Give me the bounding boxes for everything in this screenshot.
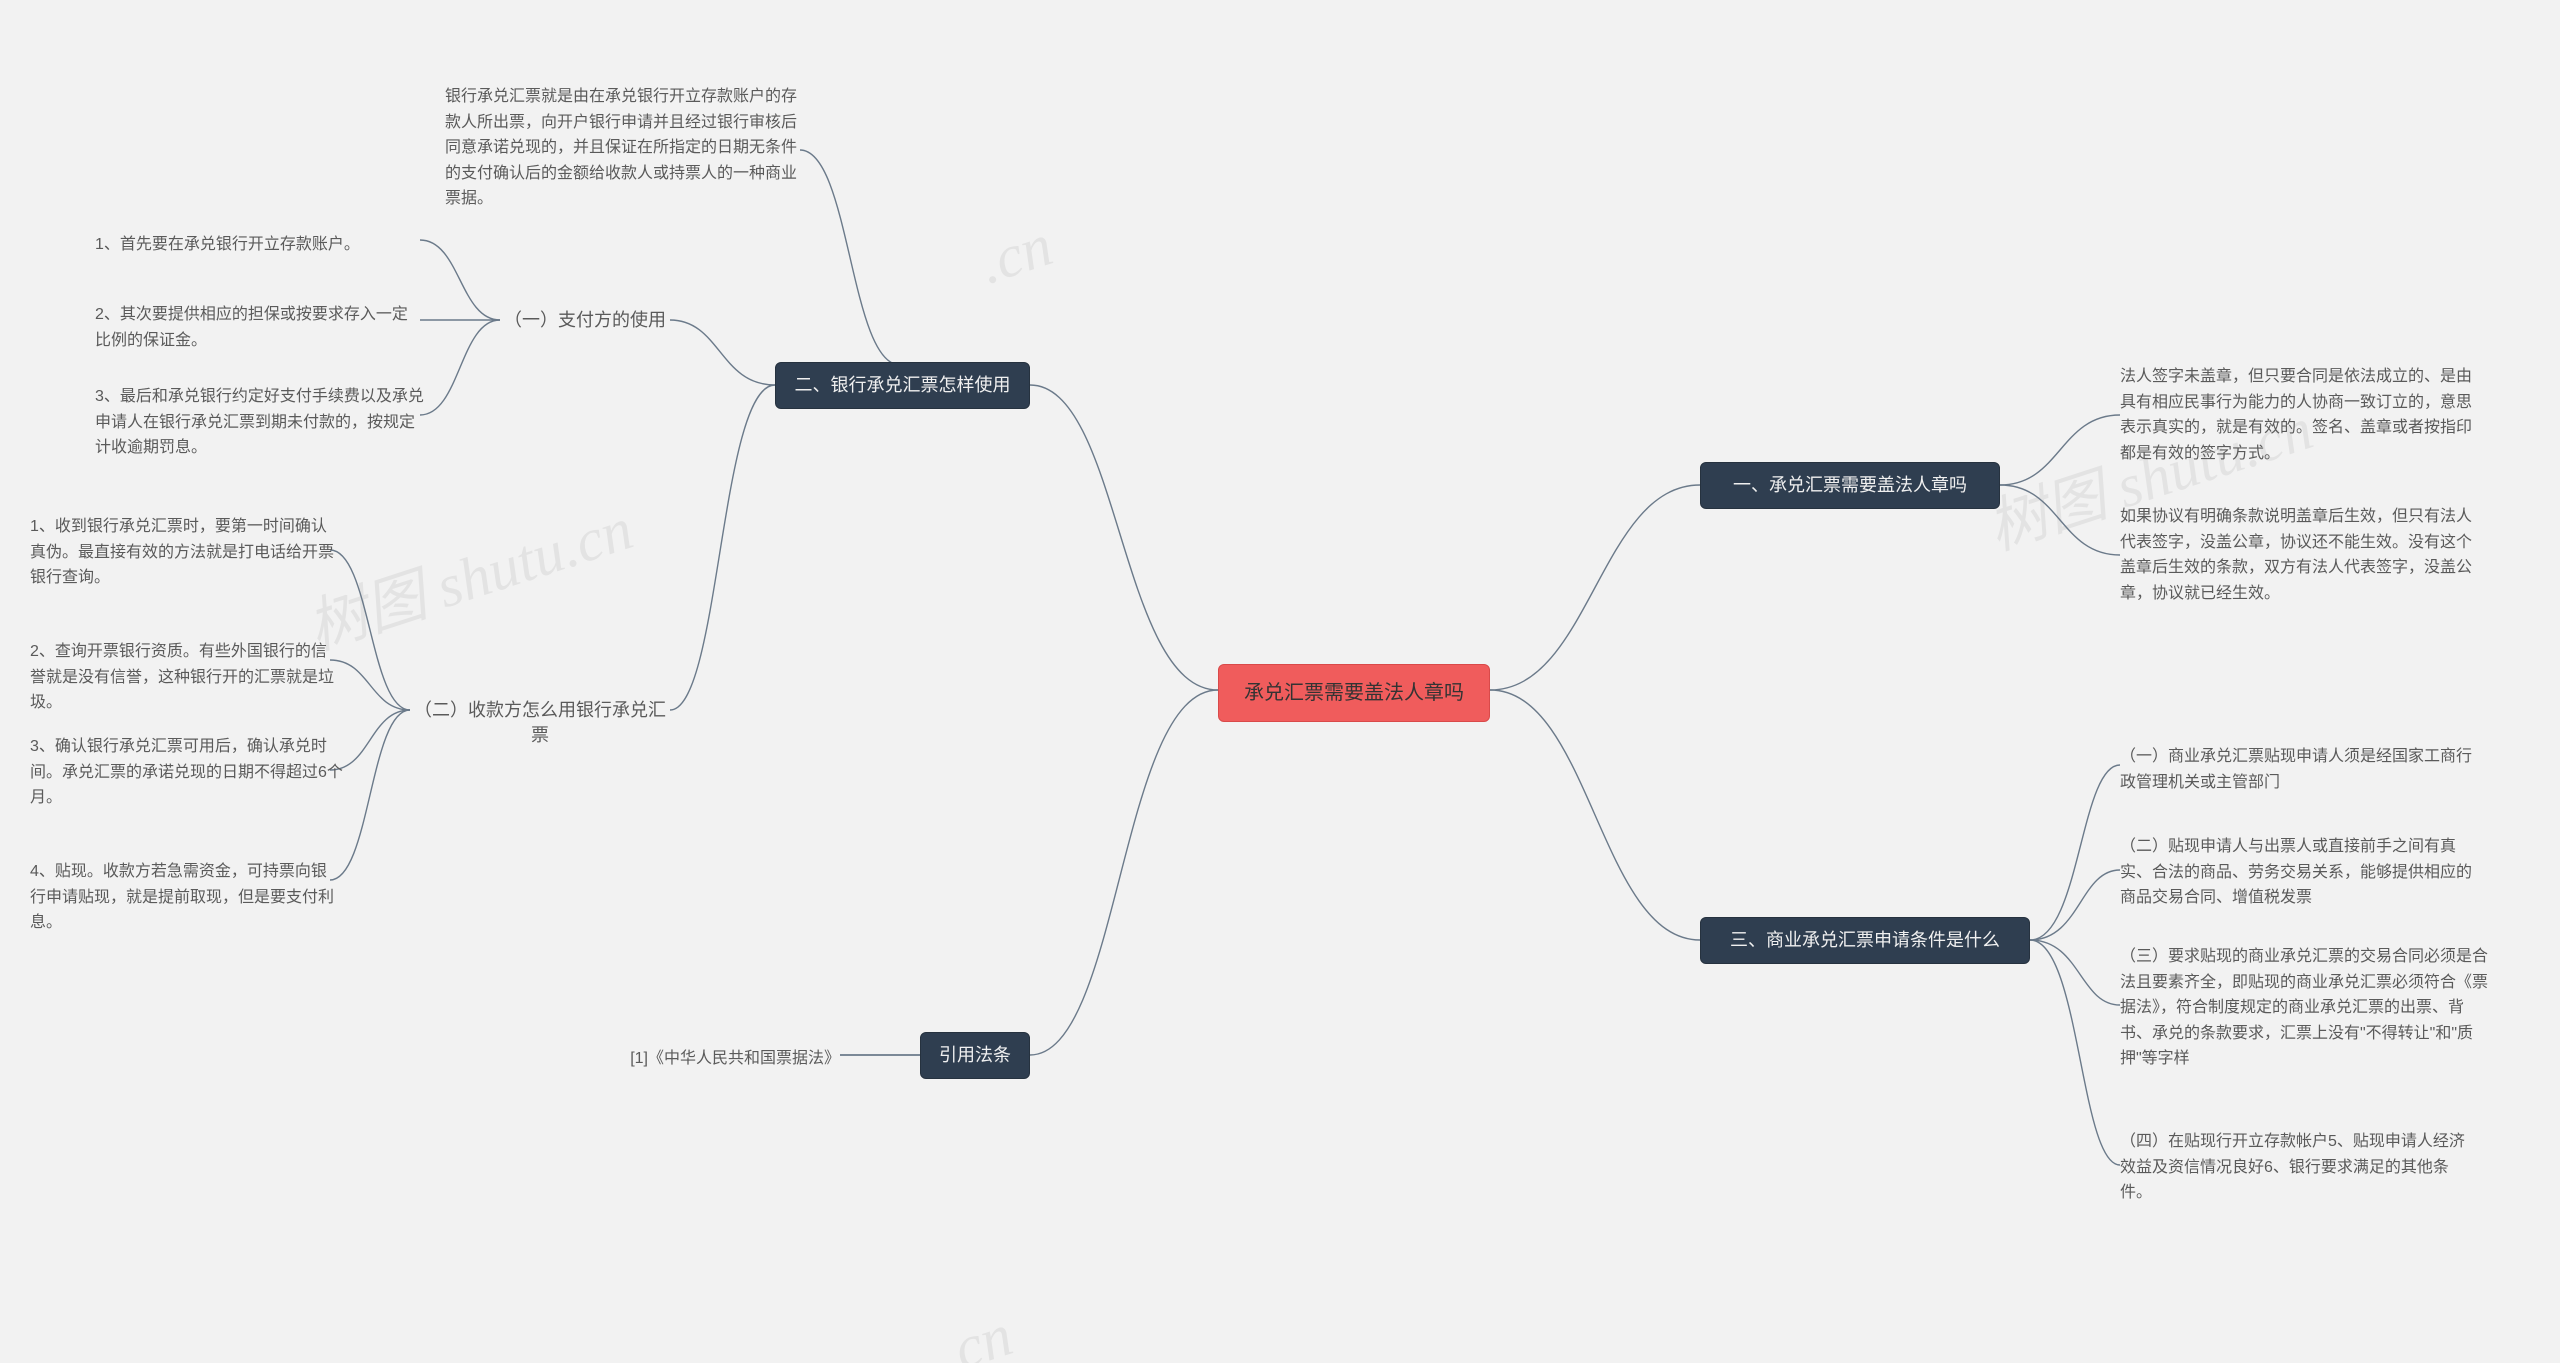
- root-node[interactable]: 承兑汇票需要盖法人章吗: [1218, 664, 1490, 722]
- watermark: .cn: [931, 1301, 1020, 1363]
- leaf-l1s2a: 1、收到银行承兑汇票时，要第一时间确认真伪。最直接有效的方法就是打电话给开票银行…: [30, 510, 340, 595]
- mindmap-canvas: 树图 shutu.cn 树图 shutu.cn .cn .cn: [0, 0, 2560, 1363]
- leaf-l1s1c: 3、最后和承兑银行约定好支付手续费以及承兑申请人在银行承兑汇票到期未付款的，按规…: [95, 380, 430, 465]
- watermark: .cn: [971, 211, 1060, 299]
- leaf-r1b: 如果协议有明确条款说明盖章后生效，但只有法人代表签字，没盖公章，协议还不能生效。…: [2120, 500, 2480, 610]
- branch-left-2[interactable]: 引用法条: [920, 1032, 1030, 1079]
- leaf-r2b: （二）贴现申请人与出票人或直接前手之间有真实、合法的商品、劳务交易关系，能够提供…: [2120, 830, 2480, 915]
- leaf-l1s2d: 4、贴现。收款方若急需资金，可持票向银行申请贴现，就是提前取现，但是要支付利息。: [30, 855, 340, 940]
- leaf-l1s1b: 2、其次要提供相应的担保或按要求存入一定比例的保证金。: [95, 298, 420, 357]
- leaf-l1s2b: 2、查询开票银行资质。有些外国银行的信誉就是没有信誉，这种银行开的汇票就是垃圾。: [30, 635, 340, 720]
- leaf-r1a: 法人签字未盖章，但只要合同是依法成立的、是由具有相应民事行为能力的人协商一致订立…: [2120, 360, 2480, 470]
- leaf-l2a: [1]《中华人民共和国票据法》: [590, 1042, 840, 1076]
- leaf-l1-intro: 银行承兑汇票就是由在承兑银行开立存款账户的存款人所出票，向开户银行申请并且经过银…: [445, 80, 800, 216]
- subnode-label: （二）收款方怎么用银行承兑汇票: [414, 698, 666, 748]
- branch-label: 三、商业承兑汇票申请条件是什么: [1730, 928, 2000, 953]
- branch-label: 一、承兑汇票需要盖法人章吗: [1733, 473, 1967, 498]
- branch-label: 二、银行承兑汇票怎样使用: [795, 373, 1011, 398]
- root-label: 承兑汇票需要盖法人章吗: [1244, 679, 1464, 707]
- leaf-r2d: （四）在贴现行开立存款帐户5、贴现申请人经济效益及资信情况良好6、银行要求满足的…: [2120, 1125, 2480, 1210]
- leaf-l1s2c: 3、确认银行承兑汇票可用后，确认承兑时间。承兑汇票的承诺兑现的日期不得超过6个月…: [30, 730, 345, 815]
- subnode-receive[interactable]: （二）收款方怎么用银行承兑汇票: [410, 696, 670, 750]
- branch-label: 引用法条: [939, 1043, 1011, 1068]
- branch-right-1[interactable]: 一、承兑汇票需要盖法人章吗: [1700, 462, 2000, 509]
- watermark: 树图 shutu.cn: [295, 480, 642, 667]
- branch-left-1[interactable]: 二、银行承兑汇票怎样使用: [775, 362, 1030, 409]
- branch-right-2[interactable]: 三、商业承兑汇票申请条件是什么: [1700, 917, 2030, 964]
- leaf-r2c: （三）要求贴现的商业承兑汇票的交易合同必须是合法且要素齐全，即贴现的商业承兑汇票…: [2120, 940, 2490, 1076]
- subnode-label: （一）支付方的使用: [504, 308, 666, 333]
- leaf-r2a: （一）商业承兑汇票贴现申请人须是经国家工商行政管理机关或主管部门: [2120, 740, 2480, 799]
- subnode-pay[interactable]: （一）支付方的使用: [500, 306, 670, 335]
- leaf-l1s1a: 1、首先要在承兑银行开立存款账户。: [95, 228, 420, 262]
